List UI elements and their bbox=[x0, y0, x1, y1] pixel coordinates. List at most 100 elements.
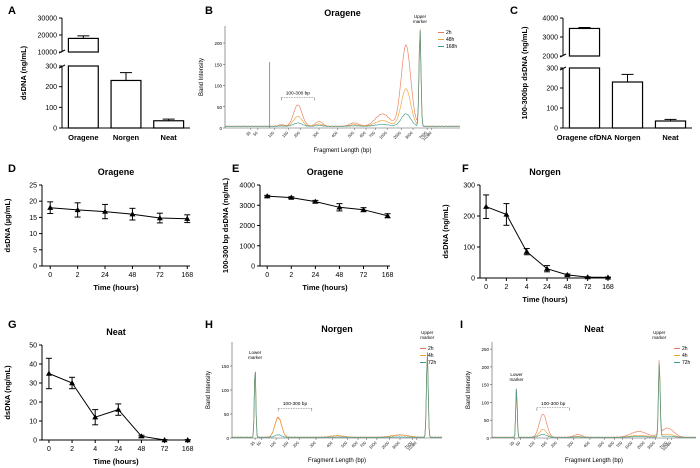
x-tick-label: 10380 bbox=[406, 440, 418, 452]
y-axis-label: Band Intensity bbox=[206, 371, 212, 409]
x-axis-label: Time (hours) bbox=[522, 295, 568, 304]
y-tick-label: 0 bbox=[226, 436, 229, 441]
y-tick-label: 2000 bbox=[542, 54, 558, 61]
data-point bbox=[544, 265, 551, 271]
x-tick-label: 7000 bbox=[403, 440, 413, 450]
annotation-lower-marker: marker bbox=[509, 377, 524, 382]
y-tick-label: 150 bbox=[214, 62, 222, 67]
data-point bbox=[264, 193, 271, 199]
x-tick-label: 7000 bbox=[418, 130, 428, 140]
y-tick-label: 0 bbox=[53, 126, 57, 133]
x-tick-label: 10380 bbox=[421, 130, 433, 142]
x-tick-label: 48 bbox=[138, 446, 146, 453]
panel-e: 0 1000 2000 3000 4000 0 2 24 48 72 168 Oragene Time … bbox=[221, 167, 394, 292]
bar bbox=[153, 120, 185, 129]
y-tick-label: 2000 bbox=[239, 223, 255, 230]
x-tick-label: 500 bbox=[597, 440, 606, 449]
data-point bbox=[523, 248, 530, 254]
data-point bbox=[288, 194, 295, 200]
data-point bbox=[92, 414, 99, 420]
panel-letter-c: C bbox=[510, 5, 518, 17]
y-tick-label: 4000 bbox=[239, 183, 255, 190]
trace-72h bbox=[491, 363, 697, 438]
legend-label: 2h bbox=[682, 346, 688, 352]
chart-title: Norgen bbox=[321, 324, 353, 334]
x-tick-label: 600 bbox=[350, 440, 359, 449]
x-tick-label: 0 bbox=[484, 284, 488, 291]
y-tick-label: 0 bbox=[33, 264, 37, 271]
annotation-lower-marker: Lower bbox=[510, 372, 523, 377]
x-tick-label: 2000 bbox=[392, 130, 402, 140]
y-axis-label: 100-300 bp dsDNA (ng/mL) bbox=[221, 177, 230, 273]
y-axis-label: Band Intensity bbox=[466, 371, 472, 409]
y-tick-label: 20 bbox=[29, 400, 37, 407]
chart-title: Oragene bbox=[98, 167, 135, 177]
panel-letter-f: F bbox=[462, 163, 469, 175]
data-point bbox=[69, 380, 76, 386]
x-tick-label: 150 bbox=[281, 130, 290, 139]
panel-c: 2000 3000 4000 0 100 200 300 Oragene cfDNA Norge… bbox=[520, 16, 692, 142]
x-axis-label: Fragment Length (bp) bbox=[308, 458, 366, 464]
panel-letter-a: A bbox=[8, 5, 16, 17]
x-tick-label: 2 bbox=[70, 446, 74, 453]
bar bbox=[67, 37, 99, 53]
panel-letter-h: H bbox=[205, 319, 213, 331]
panel-letter-e: E bbox=[232, 163, 239, 175]
x-tick-label: 35 bbox=[249, 440, 256, 447]
x-tick-label: 72 bbox=[360, 272, 368, 279]
x-tick-label: 700 bbox=[359, 440, 368, 449]
bar bbox=[568, 27, 601, 57]
legend-label: 4h bbox=[428, 353, 434, 359]
y-tick-label: 20000 bbox=[38, 33, 58, 40]
y-axis-label: dsDNA (ng/mL) bbox=[19, 45, 28, 100]
x-tick-label: 35 bbox=[508, 440, 515, 447]
y-tick-label: 10000 bbox=[38, 50, 58, 57]
y-tick-label: 50 bbox=[484, 418, 490, 423]
trace-72h bbox=[231, 352, 443, 438]
panel-letter-g: G bbox=[8, 319, 17, 331]
panel-letter-i: I bbox=[460, 319, 463, 331]
x-axis-label: Fragment Length (bp) bbox=[565, 458, 623, 464]
y-tick-label: 25 bbox=[29, 183, 37, 190]
data-point bbox=[47, 204, 54, 210]
x-tick-label: 0 bbox=[47, 446, 51, 453]
annotation-range: 100-300 bp bbox=[541, 401, 566, 407]
x-tick-label: 24 bbox=[311, 272, 319, 279]
x-tick-label: 1000 bbox=[378, 130, 388, 140]
trace-2h bbox=[224, 29, 461, 127]
x-tick-label: Oragene cfDNA bbox=[557, 133, 613, 142]
x-tick-label: 72 bbox=[584, 284, 592, 291]
bar bbox=[568, 67, 601, 129]
x-tick-label: 50 bbox=[252, 130, 259, 137]
x-tick-label: 72 bbox=[156, 272, 164, 279]
annotation-upper-marker: marker bbox=[413, 19, 428, 24]
x-axis-label: Fragment Length (bp) bbox=[313, 148, 371, 154]
y-tick-label: 3000 bbox=[239, 203, 255, 210]
chart-title: Norgen bbox=[529, 167, 561, 177]
x-tick-label: 24 bbox=[101, 272, 109, 279]
x-tick-label: 2 bbox=[289, 272, 293, 279]
y-axis-label: Band Intensity bbox=[199, 58, 205, 96]
annotation-range: 100-300 bp bbox=[286, 90, 311, 96]
data-point bbox=[503, 211, 510, 217]
y-tick-label: 20 bbox=[29, 199, 37, 206]
x-tick-label: 300 bbox=[311, 130, 320, 139]
y-tick-label: 100 bbox=[481, 400, 489, 405]
x-tick-label: 200 bbox=[292, 440, 301, 449]
y-tick-label: 0 bbox=[486, 436, 489, 441]
x-tick-label: 200 bbox=[293, 130, 302, 139]
y-tick-label: 200 bbox=[214, 41, 222, 46]
y-axis-label: 100-300bp dsDNA (ng/mL) bbox=[520, 26, 529, 120]
x-tick-label: 35 bbox=[245, 130, 252, 137]
y-tick-label: 5 bbox=[33, 247, 37, 254]
x-tick-label: 168 bbox=[382, 272, 394, 279]
legend-label: 2h bbox=[428, 346, 434, 352]
x-tick-label: Oragene bbox=[68, 133, 98, 142]
y-tick-label: 30 bbox=[29, 381, 37, 388]
bar bbox=[611, 81, 644, 129]
y-tick-label: 1000 bbox=[239, 243, 255, 250]
